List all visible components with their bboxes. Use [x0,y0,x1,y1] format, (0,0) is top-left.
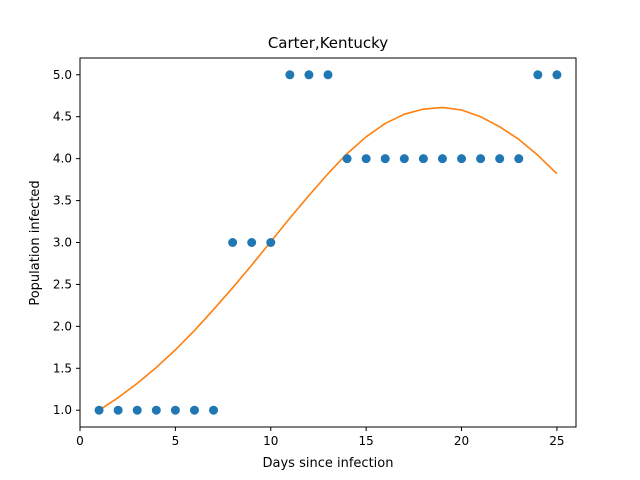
data-point [418,154,428,164]
data-point [151,405,161,415]
x-tick-label: 25 [549,434,564,448]
y-tick-label: 3.5 [53,194,72,208]
y-tick-label: 2.0 [53,319,72,333]
data-point [304,70,314,80]
x-axis-title: Days since infection [263,456,394,471]
x-tick-label: 20 [454,434,469,448]
data-point [380,154,390,164]
chart-title: Carter,Kentucky [268,34,388,52]
x-tick-label: 5 [172,434,180,448]
data-point [94,405,104,415]
data-point [437,154,447,164]
data-point [476,154,486,164]
x-tick-label: 0 [76,434,84,448]
data-point [170,405,180,415]
plot-layer [94,70,562,415]
y-tick-label: 4.0 [53,152,72,166]
data-point [209,405,219,415]
y-tick-label: 1.5 [53,361,72,375]
data-point [342,154,352,164]
y-tick-label: 3.0 [53,236,72,250]
data-point [323,70,333,80]
y-tick-label: 4.5 [53,110,72,124]
x-tick-label: 10 [263,434,278,448]
y-tick-label: 1.0 [53,403,72,417]
data-point [399,154,409,164]
data-point [228,238,238,247]
y-tick-label: 2.5 [53,277,72,291]
data-point [533,70,543,80]
axes-layer: 0 5 10 15 20 25 1.0 1.5 2.0 2.5 3.0 3.5 4.0 4.5 5.0 [53,57,577,448]
data-point [457,154,467,164]
data-point [189,405,199,415]
y-tick-label: 5.0 [53,68,72,82]
data-point [514,154,524,164]
data-point [113,405,123,415]
data-point [132,405,142,415]
x-tick-label: 15 [359,434,374,448]
data-point [552,70,562,80]
data-point [495,154,505,164]
data-point [361,154,371,164]
data-point [285,70,295,80]
data-point [266,238,276,247]
y-axis-title: Population infected [28,180,43,305]
data-point [247,238,257,247]
series-line-1 [98,106,558,411]
